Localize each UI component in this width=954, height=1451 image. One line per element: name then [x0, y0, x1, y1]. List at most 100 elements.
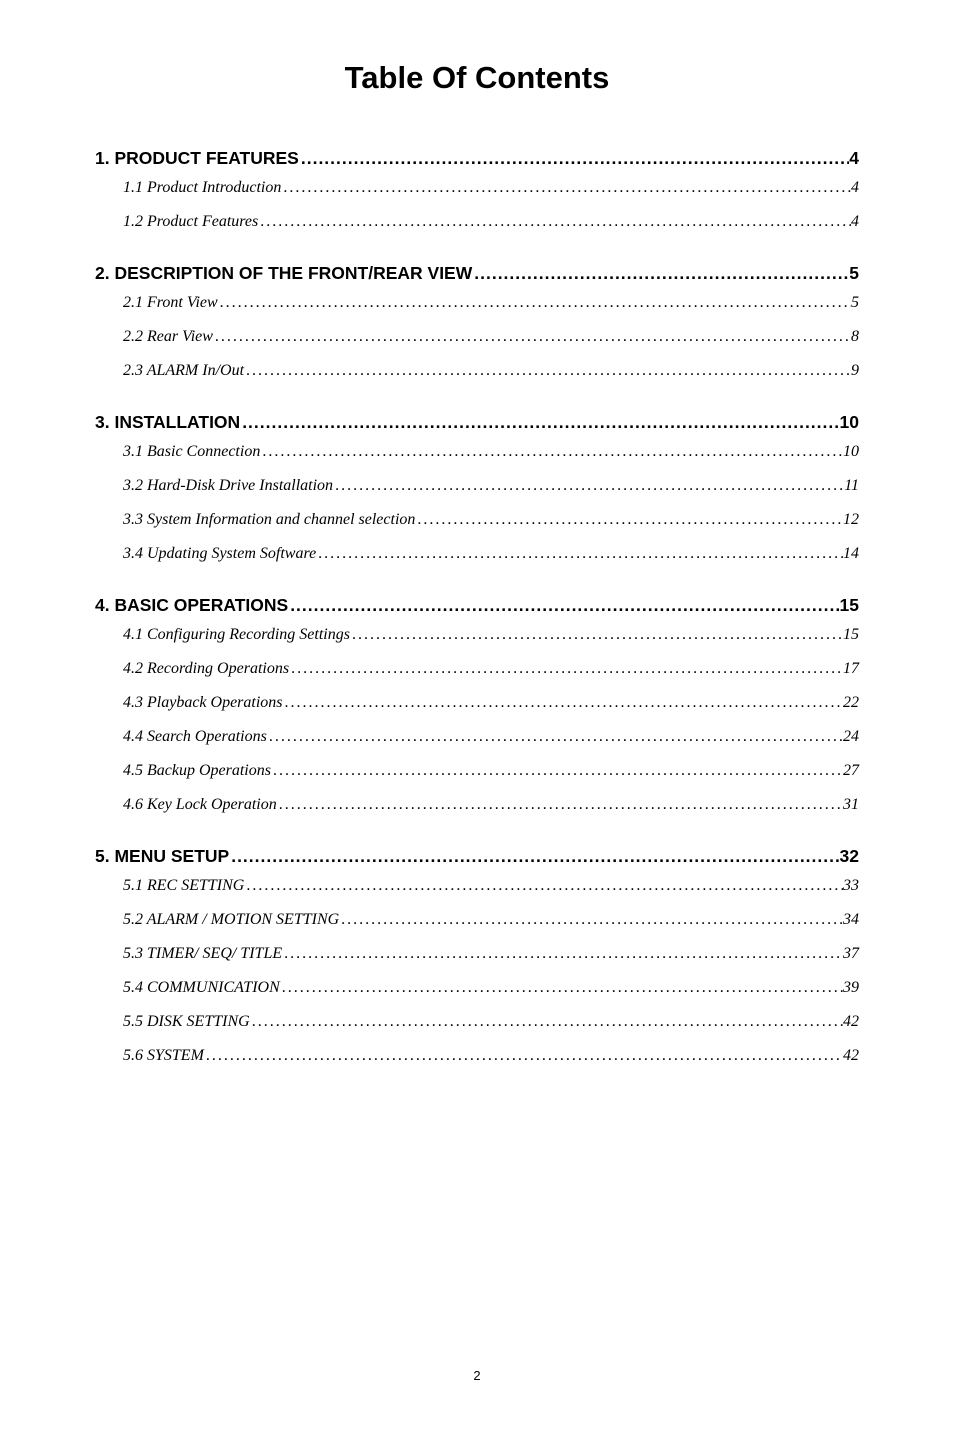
toc-section-title: 4. BASIC OPERATIONS: [95, 595, 288, 616]
toc-container: 1. PRODUCT FEATURES ....................…: [95, 148, 859, 1065]
toc-entry: 1.1 Product Introduction ...............…: [95, 179, 859, 197]
toc-leader-dots: ........................................…: [289, 660, 843, 678]
toc-section-page: 10: [840, 412, 859, 433]
toc-section-heading: 4. BASIC OPERATIONS ....................…: [95, 595, 859, 616]
toc-entry-page: 15: [843, 626, 859, 644]
toc-leader-dots: ........................................…: [283, 694, 843, 712]
toc-leader-dots: ........................................…: [240, 412, 839, 433]
toc-entry-title: 4.4 Search Operations: [123, 728, 267, 746]
toc-entry-page: 8: [851, 328, 859, 346]
toc-section-page: 32: [840, 846, 859, 867]
toc-entry: 4.6 Key Lock Operation .................…: [95, 796, 859, 814]
toc-entry-page: 42: [843, 1047, 859, 1065]
toc-leader-dots: ........................................…: [282, 945, 843, 963]
toc-entry-title: 4.6 Key Lock Operation: [123, 796, 277, 814]
toc-entry-title: 3.4 Updating System Software: [123, 545, 316, 563]
toc-leader-dots: ........................................…: [280, 979, 843, 997]
toc-leader-dots: ........................................…: [244, 877, 843, 895]
toc-entry-title: 2.1 Front View: [123, 294, 218, 312]
toc-entry-title: 4.2 Recording Operations: [123, 660, 289, 678]
toc-entry-page: 22: [843, 694, 859, 712]
toc-leader-dots: ........................................…: [350, 626, 843, 644]
toc-leader-dots: ........................................…: [267, 728, 843, 746]
toc-entry-title: 5.6 SYSTEM: [123, 1047, 204, 1065]
toc-leader-dots: ........................................…: [244, 362, 851, 380]
toc-leader-dots: ........................................…: [339, 911, 843, 929]
toc-entry-page: 9: [851, 362, 859, 380]
toc-section-page: 5: [849, 263, 859, 284]
toc-entry: 1.2 Product Features ...................…: [95, 213, 859, 231]
toc-entry: 2.3 ALARM In/Out .......................…: [95, 362, 859, 380]
toc-leader-dots: ........................................…: [472, 263, 849, 284]
toc-entry-title: 4.5 Backup Operations: [123, 762, 271, 780]
toc-leader-dots: ........................................…: [218, 294, 851, 312]
toc-section-page: 4: [849, 148, 859, 169]
toc-entry-title: 5.4 COMMUNICATION: [123, 979, 280, 997]
page-number: 2: [473, 1368, 480, 1383]
page-title: Table Of Contents: [95, 60, 859, 96]
toc-entry-page: 27: [843, 762, 859, 780]
toc-section-title: 5. MENU SETUP: [95, 846, 229, 867]
toc-entry: 4.1 Configuring Recording Settings .....…: [95, 626, 859, 644]
toc-entry-page: 14: [843, 545, 859, 563]
toc-entry-title: 5.3 TIMER/ SEQ/ TITLE: [123, 945, 282, 963]
toc-section-title: 3. INSTALLATION: [95, 412, 240, 433]
toc-leader-dots: ........................................…: [204, 1047, 843, 1065]
toc-section-heading: 3. INSTALLATION ........................…: [95, 412, 859, 433]
toc-entry-page: 5: [851, 294, 859, 312]
toc-section-heading: 2. DESCRIPTION OF THE FRONT/REAR VIEW ..…: [95, 263, 859, 284]
toc-entry: 2.2 Rear View ..........................…: [95, 328, 859, 346]
toc-entry-page: 42: [843, 1013, 859, 1031]
toc-section-heading: 5. MENU SETUP ..........................…: [95, 846, 859, 867]
toc-leader-dots: ........................................…: [229, 846, 839, 867]
toc-entry-page: 33: [843, 877, 859, 895]
toc-leader-dots: ........................................…: [258, 213, 851, 231]
toc-entry-page: 10: [843, 443, 859, 461]
toc-entry-page: 39: [843, 979, 859, 997]
toc-entry-title: 5.1 REC SETTING: [123, 877, 244, 895]
toc-entry: 4.2 Recording Operations ...............…: [95, 660, 859, 678]
document-page: Table Of Contents 1. PRODUCT FEATURES ..…: [95, 60, 859, 1411]
toc-entry-title: 4.3 Playback Operations: [123, 694, 283, 712]
toc-entry: 2.1 Front View .........................…: [95, 294, 859, 312]
toc-entry-page: 34: [843, 911, 859, 929]
toc-entry: 4.3 Playback Operations ................…: [95, 694, 859, 712]
toc-entry: 5.1 REC SETTING ........................…: [95, 877, 859, 895]
toc-leader-dots: ........................................…: [415, 511, 843, 529]
toc-entry-title: 1.2 Product Features: [123, 213, 258, 231]
toc-entry-title: 5.5 DISK SETTING: [123, 1013, 250, 1031]
toc-leader-dots: ........................................…: [213, 328, 851, 346]
toc-entry-title: 3.1 Basic Connection: [123, 443, 260, 461]
toc-section-page: 15: [840, 595, 859, 616]
toc-entry: 3.4 Updating System Software ...........…: [95, 545, 859, 563]
toc-entry: 3.1 Basic Connection ...................…: [95, 443, 859, 461]
toc-entry: 3.3 System Information and channel selec…: [95, 511, 859, 529]
toc-leader-dots: ........................................…: [271, 762, 843, 780]
toc-entry: 4.5 Backup Operations ..................…: [95, 762, 859, 780]
toc-entry: 5.2 ALARM / MOTION SETTING .............…: [95, 911, 859, 929]
toc-leader-dots: ........................................…: [288, 595, 839, 616]
toc-entry-page: 11: [844, 477, 859, 495]
toc-entry: 5.5 DISK SETTING .......................…: [95, 1013, 859, 1031]
toc-leader-dots: ........................................…: [299, 148, 849, 169]
toc-leader-dots: ........................................…: [281, 179, 851, 197]
toc-entry-page: 12: [843, 511, 859, 529]
toc-entry-page: 24: [843, 728, 859, 746]
toc-leader-dots: ........................................…: [260, 443, 843, 461]
toc-leader-dots: ........................................…: [316, 545, 843, 563]
toc-entry-title: 4.1 Configuring Recording Settings: [123, 626, 350, 644]
toc-entry-title: 3.2 Hard-Disk Drive Installation: [123, 477, 333, 495]
toc-entry-page: 31: [843, 796, 859, 814]
toc-section-title: 1. PRODUCT FEATURES: [95, 148, 299, 169]
toc-entry-title: 2.2 Rear View: [123, 328, 213, 346]
toc-entry: 5.3 TIMER/ SEQ/ TITLE ..................…: [95, 945, 859, 963]
toc-entry: 4.4 Search Operations ..................…: [95, 728, 859, 746]
toc-entry-title: 5.2 ALARM / MOTION SETTING: [123, 911, 339, 929]
toc-leader-dots: ........................................…: [250, 1013, 843, 1031]
toc-leader-dots: ........................................…: [333, 477, 844, 495]
toc-entry: 5.6 SYSTEM .............................…: [95, 1047, 859, 1065]
toc-entry-title: 1.1 Product Introduction: [123, 179, 281, 197]
toc-section-title: 2. DESCRIPTION OF THE FRONT/REAR VIEW: [95, 263, 472, 284]
toc-entry: 5.4 COMMUNICATION ......................…: [95, 979, 859, 997]
toc-section-heading: 1. PRODUCT FEATURES ....................…: [95, 148, 859, 169]
